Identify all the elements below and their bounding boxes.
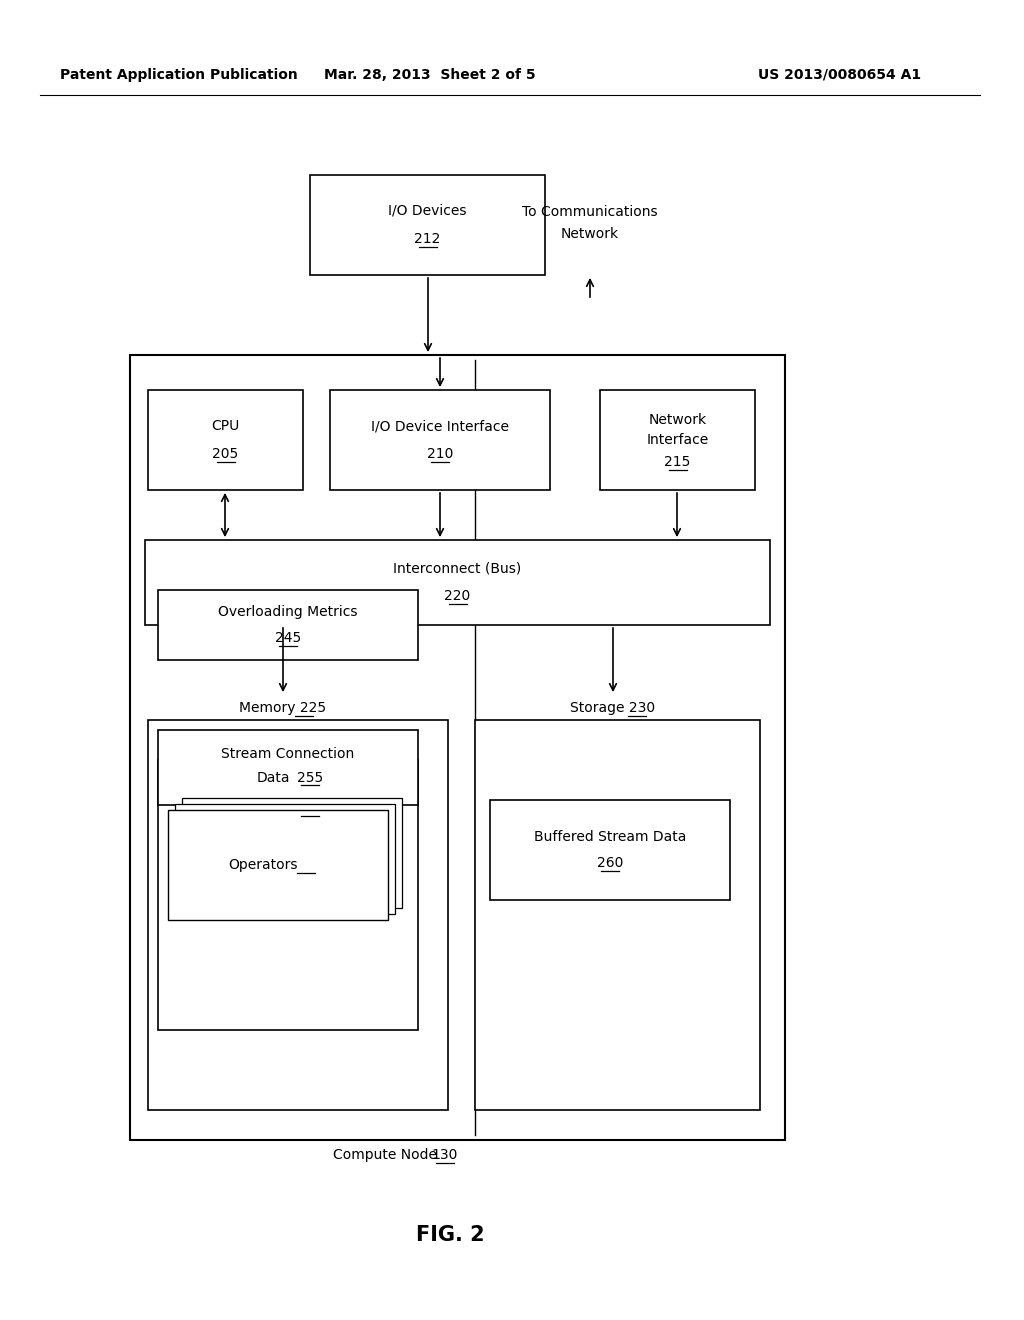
Text: 220: 220 xyxy=(444,590,471,603)
Text: 235: 235 xyxy=(297,801,324,814)
Bar xyxy=(148,719,449,1110)
Bar xyxy=(158,730,418,805)
Text: Storage 230: Storage 230 xyxy=(570,701,655,715)
Text: 260: 260 xyxy=(597,855,624,870)
Bar xyxy=(130,355,785,1140)
Text: 210: 210 xyxy=(427,447,454,461)
Text: I/O Devices: I/O Devices xyxy=(388,205,467,218)
Text: Interface: Interface xyxy=(646,433,709,447)
Text: US 2013/0080654 A1: US 2013/0080654 A1 xyxy=(759,69,922,82)
Bar xyxy=(475,719,760,1110)
Bar xyxy=(158,590,418,660)
Text: Element: Element xyxy=(245,801,302,814)
Bar xyxy=(490,800,730,900)
Text: CPU: CPU xyxy=(211,418,240,433)
Bar xyxy=(310,176,545,275)
Bar xyxy=(168,810,388,920)
Text: 255: 255 xyxy=(297,771,324,784)
Text: I/O Device Interface: I/O Device Interface xyxy=(371,418,509,433)
Text: Fused Processing: Fused Processing xyxy=(228,781,347,795)
Text: To Communications: To Communications xyxy=(522,205,657,219)
Text: FIG. 2: FIG. 2 xyxy=(416,1225,484,1245)
Text: Memory 225: Memory 225 xyxy=(240,701,327,715)
Text: 215: 215 xyxy=(665,455,690,469)
Text: 245: 245 xyxy=(274,631,301,645)
Text: Patent Application Publication: Patent Application Publication xyxy=(60,69,298,82)
Text: Overloading Metrics: Overloading Metrics xyxy=(218,605,357,619)
Text: Compute Node: Compute Node xyxy=(333,1148,437,1162)
Bar xyxy=(158,760,418,1030)
Text: 240: 240 xyxy=(293,858,319,873)
Text: Buffered Stream Data: Buffered Stream Data xyxy=(534,830,686,843)
Bar xyxy=(600,389,755,490)
Text: Network: Network xyxy=(561,227,620,242)
Text: Operators: Operators xyxy=(228,858,298,873)
Text: 212: 212 xyxy=(415,232,440,246)
Bar xyxy=(175,804,395,913)
Text: 205: 205 xyxy=(212,447,239,461)
Bar xyxy=(145,540,770,624)
Bar xyxy=(330,389,550,490)
Text: Interconnect (Bus): Interconnect (Bus) xyxy=(393,561,521,576)
Bar xyxy=(148,389,303,490)
Text: Network: Network xyxy=(648,413,707,426)
Text: 130: 130 xyxy=(432,1148,458,1162)
Bar xyxy=(182,799,402,908)
Text: Data: Data xyxy=(256,771,290,784)
Text: Mar. 28, 2013  Sheet 2 of 5: Mar. 28, 2013 Sheet 2 of 5 xyxy=(325,69,536,82)
Text: Stream Connection: Stream Connection xyxy=(221,747,354,762)
